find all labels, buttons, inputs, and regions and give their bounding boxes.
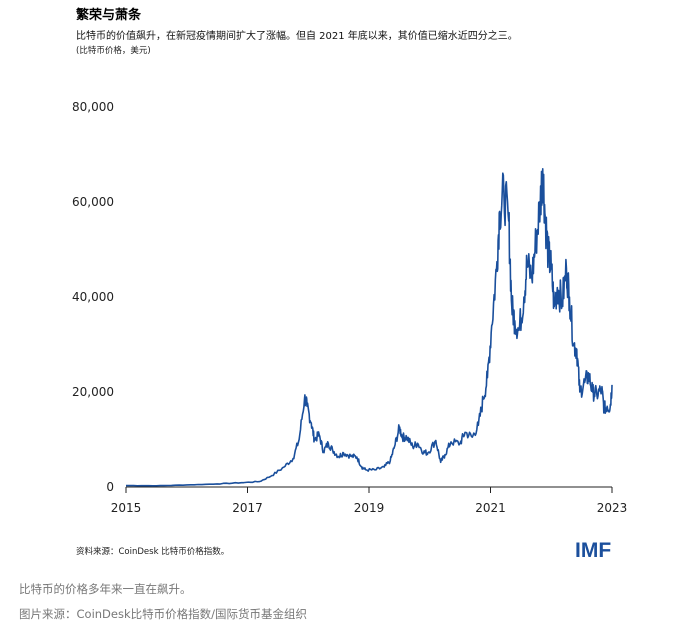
x-tick-label: 2019 [354,501,385,515]
chart-unit-label: (比特币价格，美元) [76,46,151,56]
y-axis-ticks: 0 20,000 40,000 60,000 80,000 [72,100,114,494]
y-tick-label: 20,000 [72,385,114,399]
y-tick-label: 80,000 [72,100,114,114]
y-tick-label: 40,000 [72,290,114,304]
x-axis: 2015 2017 2019 2021 2023 [111,486,628,515]
x-tick-label: 2023 [597,501,628,515]
imf-logo: IMF [575,539,612,562]
image-credit: 图片来源：CoinDesk比特币价格指数/国际货币基金组织 [19,607,308,621]
x-tick-label: 2015 [111,501,142,515]
source-note: 资料来源：CoinDesk 比特币价格指数。 [76,547,230,557]
series-line-bitcoin-price [125,167,613,487]
series-layer [125,167,613,487]
chart-title: 繁荣与萧条 [76,8,142,23]
image-caption: 比特币的价格多年来一直在飙升。 [19,582,192,596]
x-tick-label: 2017 [232,501,263,515]
y-tick-label: 60,000 [72,195,114,209]
x-tick-label: 2021 [475,501,506,515]
y-tick-label: 0 [106,480,114,494]
chart-card [65,0,640,572]
chart-subtitle: 比特币的价值飙升，在新冠疫情期间扩大了涨幅。但自 2021 年底以来，其价值已缩… [76,31,518,42]
